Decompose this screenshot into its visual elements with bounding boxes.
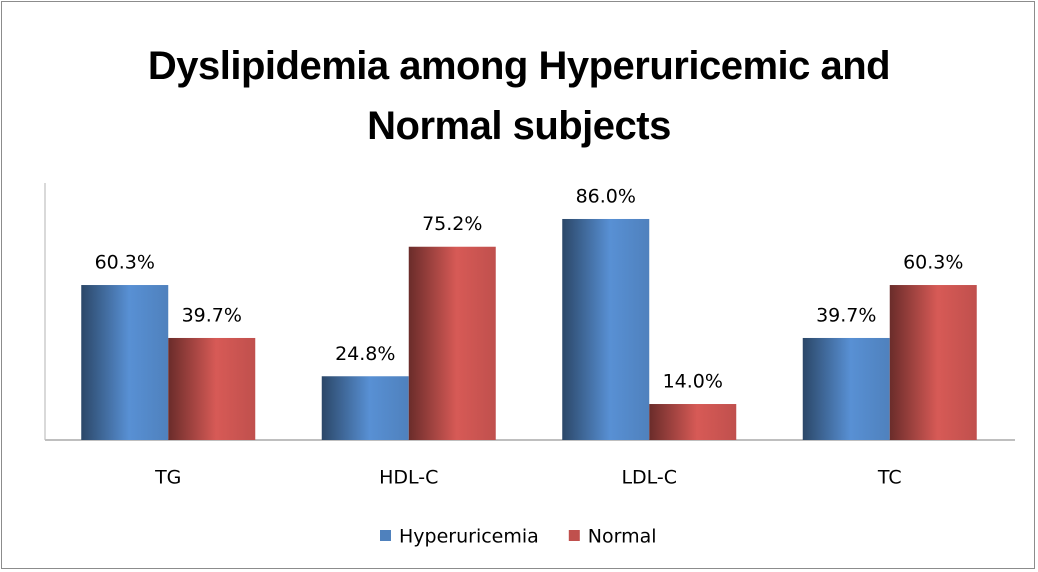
bar xyxy=(649,404,737,440)
bar xyxy=(321,376,409,440)
chart-title: Dyslipidemia among Hyperuricemic and Nor… xyxy=(147,44,891,148)
value-label: 75.2% xyxy=(422,213,482,235)
value-label: 39.7% xyxy=(816,304,876,326)
bar xyxy=(168,337,256,440)
value-label: 39.7% xyxy=(182,304,242,326)
value-label: 60.3% xyxy=(903,252,963,274)
bar xyxy=(408,246,496,440)
value-label: 24.8% xyxy=(335,343,395,365)
bar xyxy=(889,285,977,440)
value-label: 86.0% xyxy=(576,185,636,207)
x-tick-label: LDL-C xyxy=(621,467,677,489)
value-label: 60.3% xyxy=(95,252,155,274)
bar xyxy=(802,337,890,440)
x-tick-label: HDL-C xyxy=(379,467,438,489)
x-tick-label: TG xyxy=(154,467,181,489)
bar xyxy=(81,285,169,440)
legend-label: Hyperuricemia xyxy=(399,526,539,548)
x-tick-label: TC xyxy=(877,467,902,489)
legend-swatch xyxy=(380,530,391,541)
value-label: 14.0% xyxy=(663,371,723,393)
legend-label: Normal xyxy=(588,526,657,548)
legend-swatch xyxy=(568,530,580,541)
bar xyxy=(562,218,650,440)
